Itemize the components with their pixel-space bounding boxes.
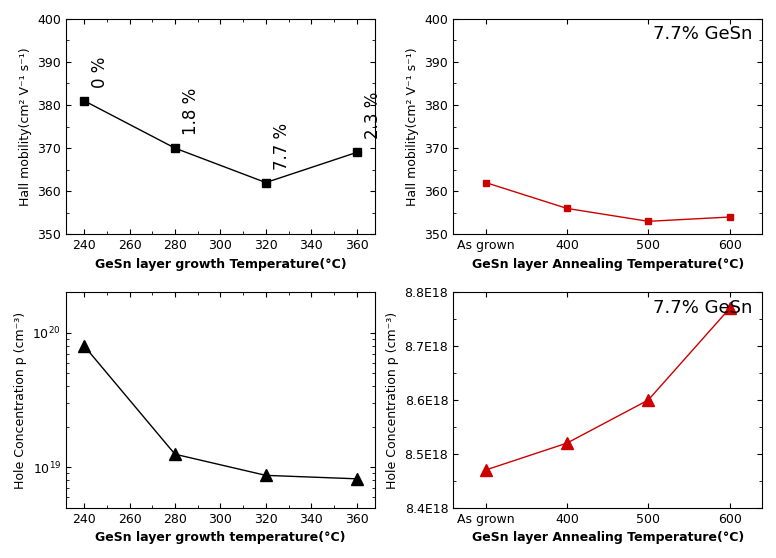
Y-axis label: Hole Concentration p (cm⁻³): Hole Concentration p (cm⁻³) [14, 311, 27, 489]
Text: 1.8 %: 1.8 % [182, 88, 199, 135]
Y-axis label: Hall mobility(cm² V⁻¹ s⁻¹): Hall mobility(cm² V⁻¹ s⁻¹) [406, 47, 419, 206]
X-axis label: GeSn layer growth Temperature(°C): GeSn layer growth Temperature(°C) [95, 258, 346, 271]
Text: 0 %: 0 % [91, 56, 109, 88]
X-axis label: GeSn layer Annealing Temperature(°C): GeSn layer Annealing Temperature(°C) [472, 258, 743, 271]
Text: 7.7% GeSn: 7.7% GeSn [653, 25, 753, 44]
Y-axis label: Hole Concentration p (cm⁻³): Hole Concentration p (cm⁻³) [386, 311, 399, 489]
Text: 2.3 %: 2.3 % [363, 92, 382, 140]
X-axis label: GeSn layer growth temperature(°C): GeSn layer growth temperature(°C) [95, 531, 345, 544]
Text: 7.7% GeSn: 7.7% GeSn [653, 299, 753, 317]
Y-axis label: Hall mobility(cm² V⁻¹ s⁻¹): Hall mobility(cm² V⁻¹ s⁻¹) [19, 47, 32, 206]
Text: 7.7 %: 7.7 % [272, 123, 291, 170]
X-axis label: GeSn layer Annealing Temperature(°C): GeSn layer Annealing Temperature(°C) [472, 531, 743, 544]
